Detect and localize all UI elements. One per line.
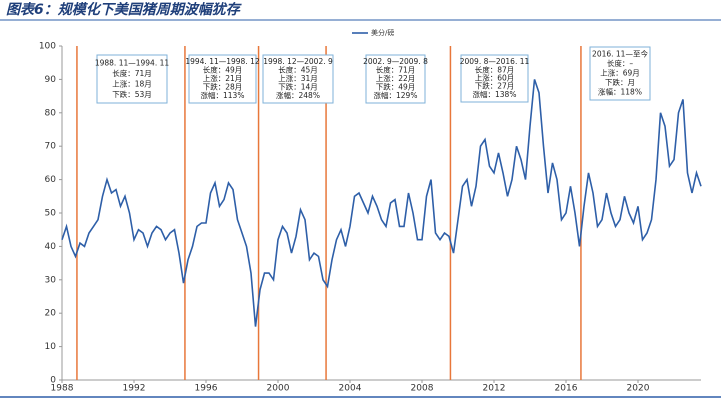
y-tick-label: 20 [45,309,57,319]
annotation-text: 下跌：49月 [376,81,416,91]
annotation-text: 1988. 11—1994. 11 [95,58,170,67]
annotation-text: 上涨：31月 [278,73,318,83]
annotation-text: 长度：49月 [203,65,243,75]
annotation-text: 长度：71月 [112,68,152,78]
y-tick-label: 80 [45,108,57,118]
annotation-text: 2002. 9—2009. 8 [363,57,428,66]
annotation-text: 上涨：21月 [203,73,243,83]
y-tick-label: 60 [45,175,57,185]
annotation-text: 2016. 11—至今 [592,49,648,59]
series-line [61,79,702,327]
annotation-text: 涨幅：248% [276,90,320,100]
annotation-text: 下跌：14月 [278,81,318,91]
annotation-text: 下跌：53月 [112,89,152,99]
annotation-text: 2009. 8—2016. 11 [460,57,530,66]
legend-label: 美分/磅 [371,28,394,37]
annotation-text: 1998. 12—2002. 9 [263,57,333,66]
annotation-text: 长度：87月 [475,64,515,74]
x-tick-label: 2000 [267,384,290,394]
x-tick-label: 1996 [195,384,218,394]
annotation-text: 1994. 11—1998. 12 [185,57,260,66]
chart-title: 图表6：规模化下美国猪周期波幅犹存 [6,1,242,18]
x-tick-label: 1992 [123,384,146,394]
x-tick-label: 2008 [411,384,434,394]
annotation-text: 上涨：69月 [600,68,640,78]
annotation-text: 涨幅：129% [374,90,418,100]
annotation-text: 上涨：22月 [376,73,416,83]
x-tick-label: 2004 [339,384,362,394]
annotation-text: 上涨：18月 [112,78,152,88]
y-tick-label: 0 [50,376,56,386]
annotation-text: 上涨：60月 [475,73,515,83]
annotation-text: 涨幅：138% [473,89,517,99]
y-tick-label: 70 [45,142,57,152]
annotation-text: 涨幅：118% [598,86,642,96]
annotation-text: 长度：– [607,58,633,68]
y-tick-label: 10 [45,342,57,352]
annotation-box [460,54,529,103]
y-tick-label: 50 [45,209,57,219]
annotation-box [188,54,257,104]
annotation-text: 下跌：27月 [475,81,515,91]
annotation-box [589,46,651,101]
annotation-text: 下跌：28月 [203,81,243,91]
x-tick-label: 2016 [555,384,578,394]
x-tick-label: 1988 [51,384,74,394]
annotation-text: 长度：45月 [278,65,318,75]
y-tick-label: 30 [45,275,57,285]
x-tick-label: 2012 [483,384,506,394]
y-tick-label: 100 [39,42,56,52]
y-tick-label: 40 [45,242,57,252]
annotation-text: 涨幅：113% [201,90,245,100]
annotation-text: 下跌：月 [605,77,635,87]
annotation-text: 长度：71月 [376,65,416,75]
annotation-box [365,54,426,104]
annotation-box [262,54,334,104]
x-tick-label: 2020 [627,384,650,394]
annotation-box [96,54,168,104]
y-tick-label: 90 [45,75,57,85]
